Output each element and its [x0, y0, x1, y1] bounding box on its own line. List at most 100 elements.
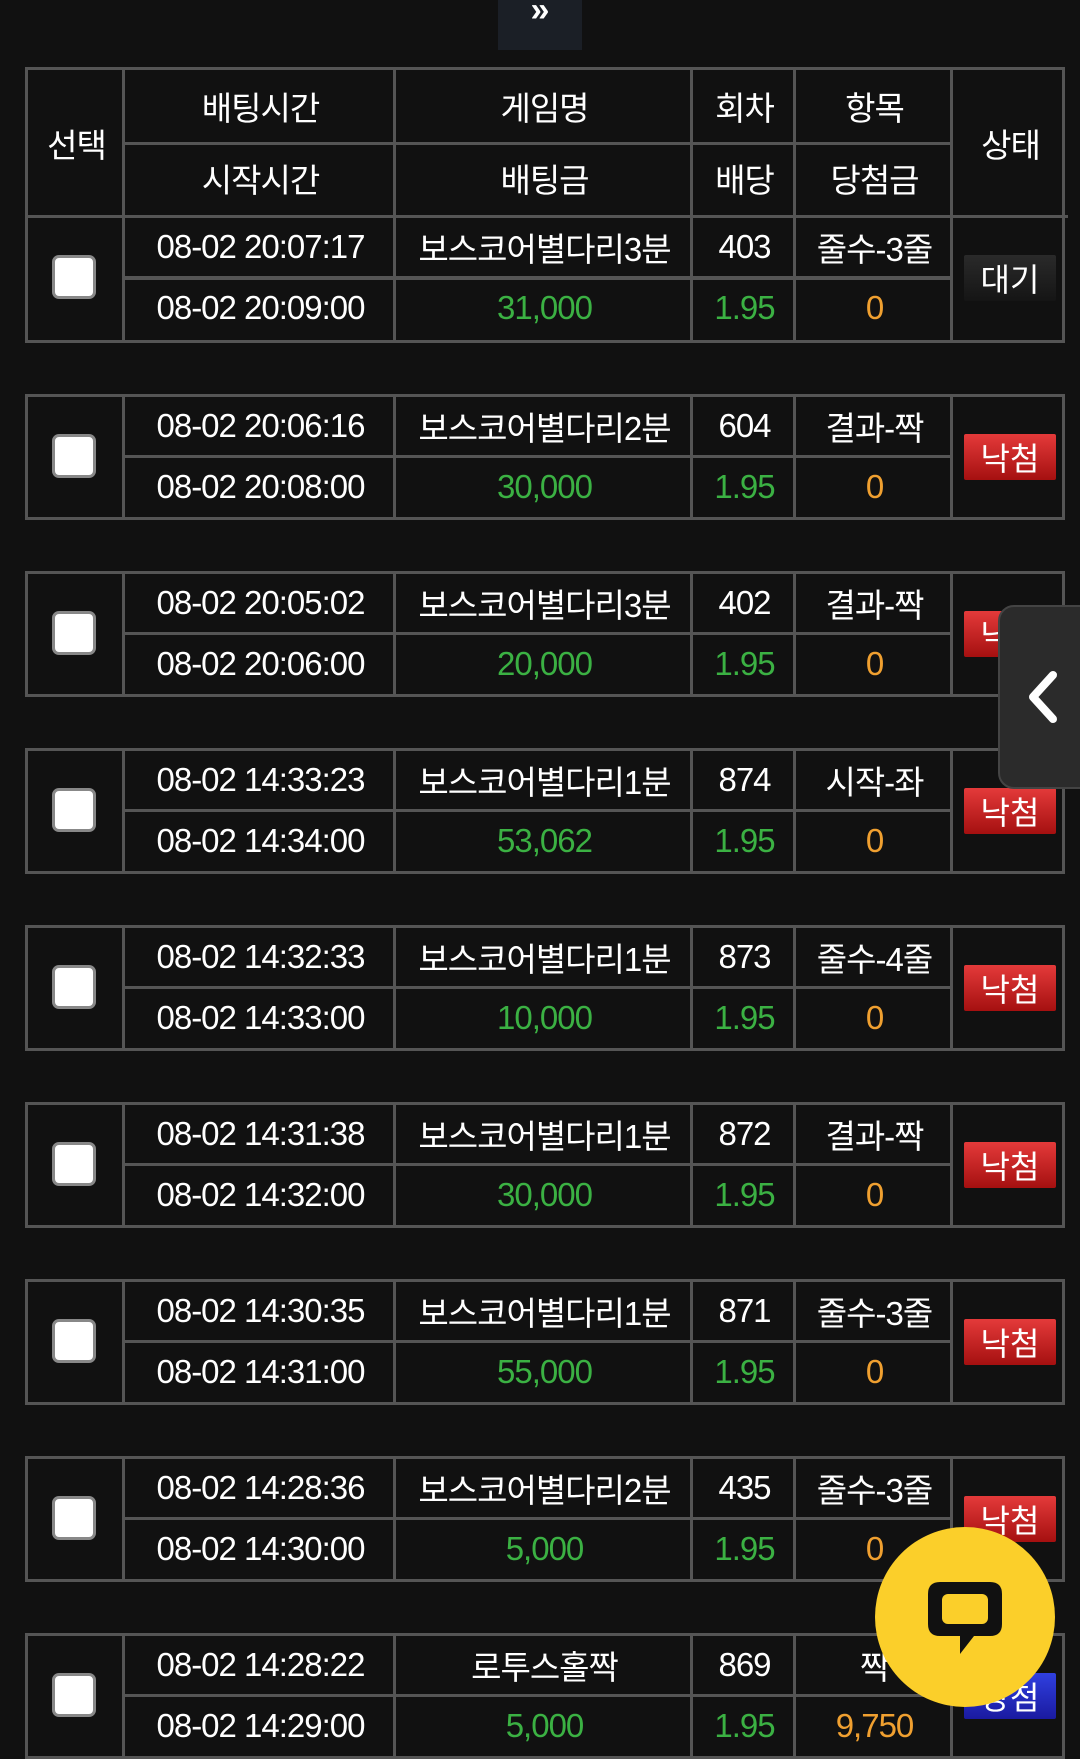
bet-item: 결과-짝 — [825, 410, 924, 447]
start-time: 08-02 14:30:00 — [156, 1530, 365, 1567]
bet-amount: 5,000 — [505, 1707, 585, 1744]
winnings: 9,750 — [835, 1707, 915, 1744]
bet-row: 08-02 20:06:16 08-02 20:08:00 보스코어별다리2분 30,… — [25, 394, 1065, 520]
odds: 1.95 — [714, 1530, 775, 1567]
chevron-left-icon — [1029, 671, 1057, 723]
round: 873 — [718, 938, 771, 975]
side-panel-toggle[interactable] — [998, 605, 1080, 789]
row-select-checkbox[interactable] — [52, 788, 96, 832]
start-time: 08-02 20:09:00 — [156, 289, 365, 326]
odds: 1.95 — [714, 822, 775, 859]
game-name: 보스코어별다리1분 — [418, 941, 671, 978]
bet-amount: 53,062 — [497, 822, 593, 859]
bet-amount: 30,000 — [497, 1176, 593, 1213]
row-select-checkbox[interactable] — [52, 1142, 96, 1186]
round: 872 — [718, 1115, 771, 1152]
status-badge: 낙첨 — [964, 788, 1056, 834]
start-time: 08-02 14:31:00 — [156, 1353, 365, 1390]
header-odds: 배당 — [715, 162, 775, 199]
bet-row: 08-02 14:32:33 08-02 14:33:00 보스코어별다리1분 10,… — [25, 925, 1065, 1051]
start-time: 08-02 20:08:00 — [156, 468, 365, 505]
start-time: 08-02 14:33:00 — [156, 999, 365, 1036]
game-name: 보스코어별다리3분 — [418, 231, 671, 268]
bet-row: 08-02 14:33:23 08-02 14:34:00 보스코어별다리1분 53,… — [25, 748, 1065, 874]
header-bet-amount: 배팅금 — [500, 162, 589, 199]
header-round: 회차 — [715, 90, 775, 127]
bet-amount: 55,000 — [497, 1353, 593, 1390]
header-winnings: 당첨금 — [830, 162, 919, 199]
bet-time: 08-02 14:30:35 — [156, 1292, 365, 1329]
row-select-checkbox[interactable] — [52, 1319, 96, 1363]
winnings: 0 — [865, 289, 884, 326]
round: 869 — [718, 1646, 771, 1683]
header-game-name: 게임명 — [500, 90, 589, 127]
round: 604 — [718, 407, 771, 444]
winnings: 0 — [865, 645, 884, 682]
bet-item: 줄수-3줄 — [816, 1472, 933, 1509]
chat-button[interactable] — [875, 1527, 1055, 1707]
bet-row: 08-02 14:30:35 08-02 14:31:00 보스코어별다리1분 55,… — [25, 1279, 1065, 1405]
game-name: 보스코어별다리1분 — [418, 1118, 671, 1155]
bet-row: 08-02 20:05:02 08-02 20:06:00 보스코어별다리3분 20,… — [25, 571, 1065, 697]
odds: 1.95 — [714, 1707, 775, 1744]
winnings: 0 — [865, 1176, 884, 1213]
bet-item: 시작-좌 — [825, 764, 924, 801]
winnings: 0 — [865, 468, 884, 505]
row-select-checkbox[interactable] — [52, 1673, 96, 1717]
bet-amount: 5,000 — [505, 1530, 585, 1567]
game-name: 보스코어별다리1분 — [418, 764, 671, 801]
bet-time: 08-02 14:31:38 — [156, 1115, 365, 1152]
bet-row: 08-02 14:28:36 08-02 14:30:00 보스코어별다리2분 5,0… — [25, 1456, 1065, 1582]
odds: 1.95 — [714, 999, 775, 1036]
header-status: 상태 — [981, 126, 1041, 164]
bet-time: 08-02 20:07:17 — [156, 228, 365, 265]
start-time: 08-02 14:34:00 — [156, 822, 365, 859]
header-bet-time: 배팅시간 — [201, 90, 320, 127]
game-name: 로투스홀짝 — [471, 1649, 619, 1686]
winnings: 0 — [865, 999, 884, 1036]
bet-time: 08-02 20:05:02 — [156, 584, 365, 621]
row-select-checkbox[interactable] — [52, 1496, 96, 1540]
row-select-checkbox[interactable] — [52, 434, 96, 478]
bet-time: 08-02 14:33:23 — [156, 761, 365, 798]
status-badge: 낙첨 — [964, 434, 1056, 480]
odds: 1.95 — [714, 1176, 775, 1213]
scroll-top-button[interactable]: » — [498, 0, 582, 50]
winnings: 0 — [865, 1530, 884, 1567]
round: 874 — [718, 761, 771, 798]
odds: 1.95 — [714, 289, 775, 326]
bet-time: 08-02 14:28:36 — [156, 1469, 365, 1506]
bet-time: 08-02 14:32:33 — [156, 938, 365, 975]
bet-item: 결과-짝 — [825, 1118, 924, 1155]
odds: 1.95 — [714, 645, 775, 682]
game-name: 보스코어별다리1분 — [418, 1295, 671, 1332]
bet-amount: 10,000 — [497, 999, 593, 1036]
bet-time: 08-02 14:28:22 — [156, 1646, 365, 1683]
round: 871 — [718, 1292, 771, 1329]
winnings: 0 — [865, 822, 884, 859]
bet-amount: 20,000 — [497, 645, 593, 682]
bet-amount: 30,000 — [497, 468, 593, 505]
odds: 1.95 — [714, 1353, 775, 1390]
header-select: 선택 — [47, 126, 107, 164]
round: 402 — [718, 584, 771, 621]
game-name: 보스코어별다리3분 — [418, 587, 671, 624]
header-start-time: 시작시간 — [201, 162, 320, 199]
winnings: 0 — [865, 1353, 884, 1390]
row-select-checkbox[interactable] — [52, 965, 96, 1009]
round: 403 — [718, 228, 771, 265]
odds: 1.95 — [714, 468, 775, 505]
header-item: 항목 — [845, 90, 905, 127]
row-select-checkbox[interactable] — [52, 611, 96, 655]
status-badge: 대기 — [964, 255, 1056, 301]
status-badge: 낙첨 — [964, 1142, 1056, 1188]
game-name: 보스코어별다리2분 — [418, 1472, 671, 1509]
bet-item: 줄수-3줄 — [816, 231, 933, 268]
game-name: 보스코어별다리2분 — [418, 410, 671, 447]
start-time: 08-02 20:06:00 — [156, 645, 365, 682]
status-badge: 낙첨 — [964, 965, 1056, 1011]
start-time: 08-02 14:32:00 — [156, 1176, 365, 1213]
bet-item: 결과-짝 — [825, 587, 924, 624]
row-select-checkbox[interactable] — [52, 255, 96, 299]
